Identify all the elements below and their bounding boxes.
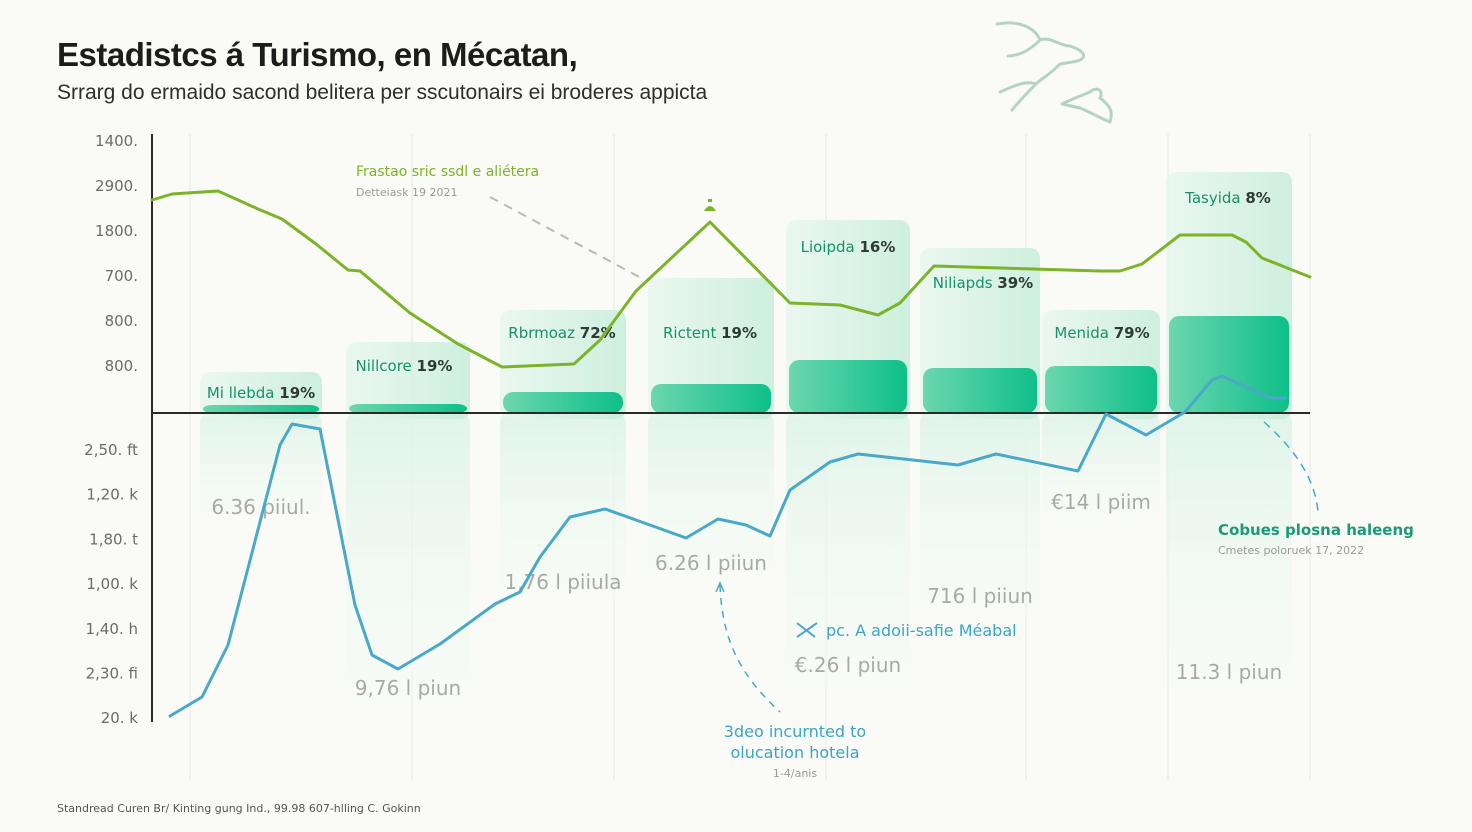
bar-group: Menida 79% €14 l piim — [1042, 310, 1160, 520]
footer-source: Standread Curen Br/ Kinting gung Ind., 9… — [57, 802, 421, 815]
annotation-line2: olucation hotela — [730, 743, 859, 762]
y-tick-label: 800. — [105, 312, 138, 330]
annotation-date: 1-4/anis — [773, 767, 817, 780]
bar-group: Rbrmoaz 72%1,76 l piiula — [500, 310, 626, 600]
cross-marker-icon — [796, 622, 818, 638]
bar-lower-fade — [200, 413, 322, 520]
bar-fill — [503, 392, 623, 413]
bar-fill — [923, 368, 1037, 413]
bar-lower-fade — [1166, 413, 1292, 690]
annotation-right: Cobues plosna haleeng Cmetes poloruek 17… — [1218, 421, 1414, 557]
y-tick-label: 2900. — [95, 177, 138, 195]
value-label: €.26 l piun — [795, 653, 901, 677]
bar-label: Rictent 19% — [663, 324, 757, 342]
bar-container — [346, 342, 470, 419]
arrow-up-icon — [715, 581, 725, 593]
annotation-line1: 3deo incurnted to — [724, 722, 866, 741]
y-tick-label: 2,50. ft — [84, 441, 138, 459]
bar-fill — [651, 384, 771, 413]
bird-sketch-icon — [995, 21, 1113, 124]
green-upper-line — [150, 189, 1312, 369]
annotation-title: Frastao sric ssdl e aliétera — [356, 164, 539, 180]
y-tick-label: 1,00. k — [86, 575, 138, 593]
bars-layer: Mi llebda 19%6.36 piiul. Nillcore 19% 9,76… — [200, 172, 1292, 705]
blue-lower-line — [168, 374, 1287, 718]
peak-marker-icon — [704, 199, 716, 211]
bar-lower-fade — [500, 413, 626, 600]
bar-label: Mi llebda 19% — [207, 384, 315, 402]
annotation-bottom: 3deo incurnted to olucation hotela 1-4/a… — [715, 581, 866, 780]
bar-group: Rictent 19% 6.26 l piiun — [648, 278, 774, 580]
bar-label: Lioipda 16% — [801, 238, 896, 256]
y-tick-label: 800. — [105, 357, 138, 375]
y-tick-label: 1,20. k — [86, 486, 138, 504]
annotation-leader-dashed — [489, 196, 646, 281]
value-label: 9,76 l piun — [355, 676, 461, 700]
y-tick-label: 1800. — [95, 222, 138, 240]
bar-group: Lioipda 16% €.26 l piun — [786, 220, 910, 685]
page-title: Estadistcs á Turismo, en Mécatan, — [57, 36, 578, 73]
annotation-title: Cobues plosna haleeng — [1218, 521, 1414, 539]
value-label: 1,76 l piiula — [504, 570, 621, 594]
bar-fill — [1169, 316, 1289, 413]
bar-lower-fade — [786, 413, 910, 685]
page-subtitle: Srrarg do ermaido sacond belitera per ss… — [57, 81, 708, 104]
bar-fill — [349, 404, 467, 413]
y-tick-label: 2,30. fi — [86, 665, 138, 683]
annotation-leader-dashed — [719, 584, 781, 713]
bar-group: Nillcore 19% 9,76 l piun — [346, 342, 470, 705]
bar-label: Niliapds 39% — [933, 274, 1033, 292]
y-tick-label: 20. k — [101, 709, 139, 727]
bar-label: Menida 79% — [1054, 324, 1149, 342]
bar-fill — [789, 360, 907, 413]
value-label: €14 l piim — [1051, 490, 1151, 514]
annotation-top-left: Frastao sric ssdl e aliétera Detteiask 1… — [356, 164, 716, 281]
bar-lower-fade — [648, 413, 774, 580]
lines-layer — [150, 189, 1312, 718]
bar-label: Tasyida 8% — [1184, 189, 1271, 207]
bar-group: Tasyida 8% 11.3 l piun — [1166, 172, 1292, 690]
bar-fill — [1045, 366, 1157, 413]
y-tick-label: 1,40. h — [86, 620, 138, 638]
bar-group: Mi llebda 19%6.36 piiul. — [200, 372, 322, 520]
y-tick-label: 1,80. t — [89, 530, 138, 548]
annotation-date: Cmetes poloruek 17, 2022 — [1218, 544, 1364, 557]
bar-container — [648, 278, 774, 419]
annotation-text: pc. A adoii-safie Méabal — [826, 621, 1017, 640]
value-label: 716 l piiun — [927, 584, 1033, 608]
y-tick-label: 1400. — [95, 132, 138, 150]
lower-y-ticks: 2,50. ft 1,20. k 1,80. t 1,00. k 1,40. h 2,30… — [84, 441, 138, 727]
annotation-middle: pc. A adoii-safie Méabal — [796, 621, 1017, 640]
bar-label: Nillcore 19% — [356, 357, 453, 375]
annotation-date: Detteiask 19 2021 — [356, 186, 458, 199]
value-label: 11.3 l piun — [1176, 660, 1282, 684]
upper-y-ticks: 1400. 2900. 1800. 700. 800. 800. — [95, 132, 138, 375]
bar-lower-fade — [346, 413, 470, 705]
bar-group: Niliapds 39% 716 l piiun — [920, 248, 1040, 615]
bar-fill — [203, 405, 319, 413]
bar-lower-fade — [1042, 413, 1160, 520]
value-label: 6.26 l piiun — [655, 551, 767, 575]
y-tick-label: 700. — [105, 267, 138, 285]
